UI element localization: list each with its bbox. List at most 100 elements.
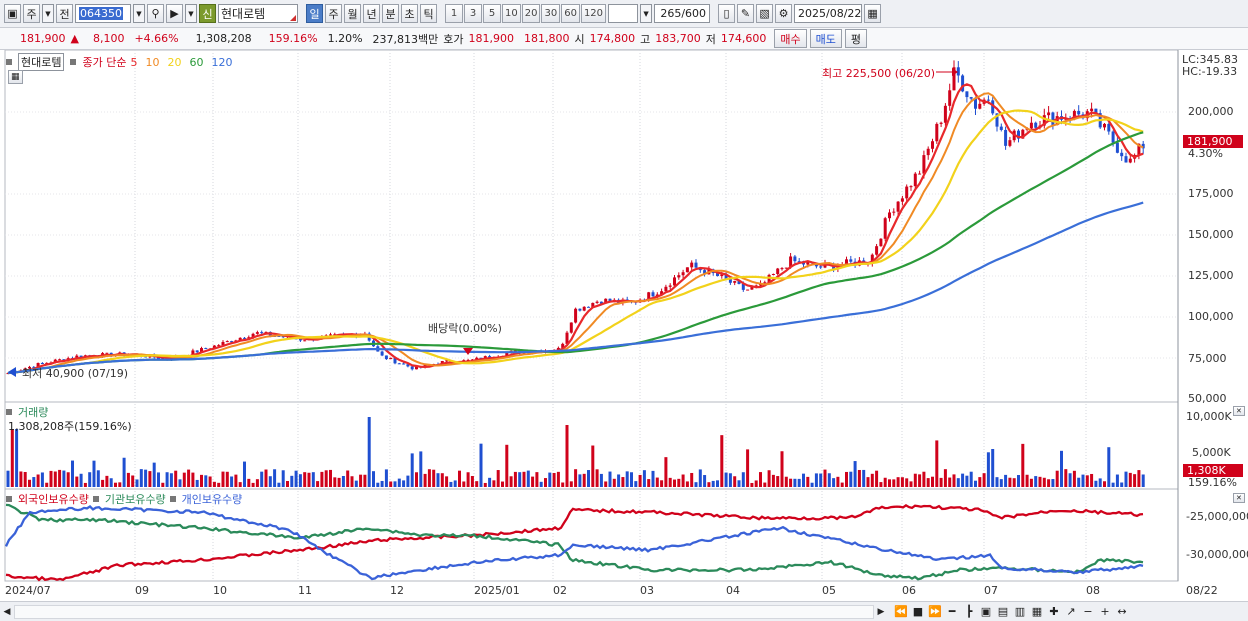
volume-bar	[1042, 477, 1046, 487]
search-icon[interactable]: ⚲	[147, 4, 164, 23]
interval-button[interactable]: 5	[483, 4, 501, 23]
holding-legend-item[interactable]: 기관보유수량	[104, 493, 166, 506]
rewind-icon[interactable]: ⏪	[894, 605, 908, 618]
compare-icon[interactable]: ▥	[1014, 605, 1026, 618]
interval-button[interactable]: 60	[561, 4, 580, 23]
chart-scrollbar[interactable]: ◀ ▶ ⏪ ■ ⏩ ━ ┣ ▣ ▤ ▥ ▦ ✚ ↗ − + ↔	[0, 601, 1248, 621]
volume-bar	[286, 480, 289, 487]
candle-body	[1120, 152, 1124, 157]
cross-icon[interactable]: ✚	[1049, 605, 1059, 618]
interval-button[interactable]: 120	[580, 4, 607, 23]
volume-bar	[556, 471, 560, 487]
speaker-dropdown-icon[interactable]: ▼	[185, 4, 197, 23]
data-count-box[interactable]: 265/600	[654, 4, 711, 23]
ma-legend-item[interactable]: 5	[130, 55, 138, 69]
stock-code-input[interactable]: 064350	[75, 4, 131, 23]
low-price: 174,600	[720, 32, 767, 45]
evaluate-button[interactable]: 평	[844, 29, 868, 48]
custom-interval-input[interactable]	[608, 4, 639, 23]
save-icon[interactable]: ▧	[756, 4, 774, 23]
high-annotation: 최고 225,500 (06/20)	[822, 67, 936, 80]
interval-button[interactable]: 30	[541, 4, 561, 23]
trend-icon[interactable]: ↗	[1066, 605, 1076, 618]
chart-canvas[interactable]	[0, 50, 1248, 602]
draw-tool-icon[interactable]: ✎	[737, 4, 755, 23]
volume-bar	[857, 469, 861, 487]
candle-type-icon[interactable]: ▯	[718, 4, 736, 23]
close-icon[interactable]: ✕	[1233, 406, 1245, 416]
low-marker	[8, 367, 16, 377]
tile-icon[interactable]: ▦	[1031, 605, 1043, 618]
layout-icon[interactable]: ▣	[4, 4, 21, 23]
period-tab[interactable]: 일	[306, 4, 323, 23]
ruler-icon[interactable]: ━	[948, 605, 956, 618]
candle-body	[1034, 122, 1038, 128]
speaker-icon[interactable]: ▶	[166, 4, 183, 23]
candle-body	[58, 359, 62, 361]
legend-square-icon	[70, 59, 77, 65]
scroll-track[interactable]	[14, 604, 874, 619]
range-icon[interactable]: ┣	[965, 605, 973, 618]
candle-body	[230, 341, 234, 343]
date-input[interactable]: 2025/08/22	[794, 4, 863, 23]
zoom-fit-icon[interactable]: ↔	[1117, 605, 1127, 618]
holding-legend-item[interactable]: 외국인보유수량	[18, 493, 89, 506]
period-tab[interactable]: 초	[401, 4, 418, 23]
volume-bar	[900, 477, 904, 487]
period-type-select[interactable]: 주	[23, 4, 40, 23]
volume-bar	[931, 476, 934, 487]
legend-stock-name[interactable]: 현대로템	[18, 53, 65, 71]
scroll-right-icon[interactable]: ▶	[877, 606, 885, 617]
period-tab[interactable]: 년	[363, 4, 380, 23]
gear-icon[interactable]: ⚙	[775, 4, 793, 23]
overlay-icon[interactable]: ▤	[997, 605, 1009, 618]
volume-title[interactable]: 거래량	[18, 406, 49, 419]
prev-button[interactable]: 전	[56, 4, 73, 23]
holding-legend-item[interactable]: 개인보유수량	[181, 493, 243, 506]
period-tab[interactable]: 틱	[420, 4, 437, 23]
volume-bar	[1111, 482, 1115, 487]
interval-button[interactable]: 3	[464, 4, 482, 23]
candle-body	[797, 261, 801, 263]
period-tab[interactable]: 분	[382, 4, 399, 23]
candle-body	[402, 363, 406, 365]
candle-body	[466, 359, 470, 361]
ma-legend-item[interactable]: 10	[145, 55, 160, 69]
price-tick: 150,000	[1188, 228, 1234, 241]
code-dropdown-icon[interactable]: ▼	[133, 4, 145, 23]
zoom-in-icon[interactable]: +	[1100, 605, 1110, 618]
interval-dropdown-icon[interactable]: ▼	[640, 4, 653, 23]
stock-chart[interactable]: 현대로템 종가 단순 5 10 20 60 120 ▦ 최고 225,500 (06/2…	[0, 50, 1248, 602]
ma-legend-item[interactable]: 60	[189, 55, 204, 69]
ma-legend-item[interactable]: 120	[211, 55, 233, 69]
candle-body	[6, 373, 10, 375]
interval-button[interactable]: 10	[502, 4, 521, 23]
grid-toggle-icon[interactable]: ▦	[8, 70, 23, 84]
multi-chart-icon[interactable]: ▣	[980, 605, 992, 618]
volume-bar	[71, 460, 74, 487]
stop-icon[interactable]: ■	[912, 605, 924, 618]
volume-bar	[1012, 478, 1016, 487]
interval-button[interactable]: 1	[445, 4, 463, 23]
chevron-down-icon[interactable]: ▼	[42, 4, 54, 23]
candle-body	[716, 273, 719, 277]
volume-bar	[1090, 473, 1094, 487]
fast-forward-icon[interactable]: ⏩	[928, 605, 942, 618]
volume-bar	[397, 478, 401, 487]
legend-price-label[interactable]: 종가 단순	[82, 56, 127, 69]
close-icon[interactable]: ✕	[1233, 493, 1245, 503]
interval-button[interactable]: 20	[521, 4, 541, 23]
scroll-left-icon[interactable]: ◀	[3, 606, 11, 617]
calendar-icon[interactable]: ▦	[864, 4, 882, 23]
volume-bar	[664, 457, 668, 487]
period-tab[interactable]: 월	[344, 4, 361, 23]
volume-bar	[935, 440, 939, 487]
ma-legend-item[interactable]: 20	[167, 55, 182, 69]
stock-name[interactable]: 현대로템	[218, 4, 298, 23]
period-tab[interactable]: 주	[325, 4, 342, 23]
buy-button[interactable]: 매수	[774, 29, 807, 48]
volume-bar	[647, 479, 651, 487]
volume-bar	[492, 480, 496, 487]
zoom-out-icon[interactable]: −	[1083, 605, 1093, 618]
sell-button[interactable]: 매도	[809, 29, 842, 48]
